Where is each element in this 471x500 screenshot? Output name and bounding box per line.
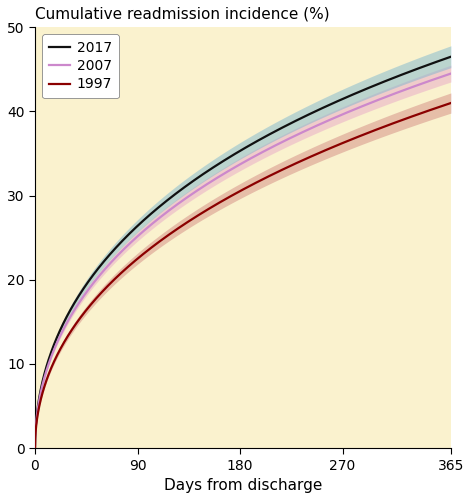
Line: 2007: 2007 bbox=[35, 74, 451, 448]
X-axis label: Days from discharge: Days from discharge bbox=[164, 478, 322, 493]
2007 bbox=[436, 74, 442, 80]
1997 bbox=[223, 196, 229, 202]
1997 bbox=[436, 104, 442, 110]
Legend: 2017, 2007, 1997: 2017, 2007, 1997 bbox=[42, 34, 119, 98]
2007 bbox=[53, 342, 59, 347]
1997 bbox=[436, 104, 441, 110]
Line: 2017: 2017 bbox=[35, 56, 451, 448]
1997 bbox=[360, 132, 365, 138]
2017 bbox=[53, 336, 59, 342]
1997 bbox=[32, 445, 38, 451]
2007 bbox=[32, 445, 38, 451]
2007 bbox=[235, 163, 240, 169]
2007 bbox=[448, 70, 454, 76]
Text: Cumulative readmission incidence (%): Cumulative readmission incidence (%) bbox=[35, 7, 330, 22]
2007 bbox=[436, 75, 441, 81]
2017 bbox=[223, 156, 229, 162]
2017 bbox=[436, 58, 441, 64]
1997 bbox=[235, 190, 240, 196]
2007 bbox=[360, 103, 365, 109]
2007 bbox=[223, 170, 229, 175]
2017 bbox=[436, 58, 442, 64]
1997 bbox=[448, 100, 454, 106]
2017 bbox=[235, 150, 240, 156]
2017 bbox=[32, 445, 38, 451]
2017 bbox=[360, 88, 365, 94]
Line: 1997: 1997 bbox=[35, 103, 451, 448]
1997 bbox=[53, 354, 59, 360]
2017 bbox=[448, 54, 454, 60]
